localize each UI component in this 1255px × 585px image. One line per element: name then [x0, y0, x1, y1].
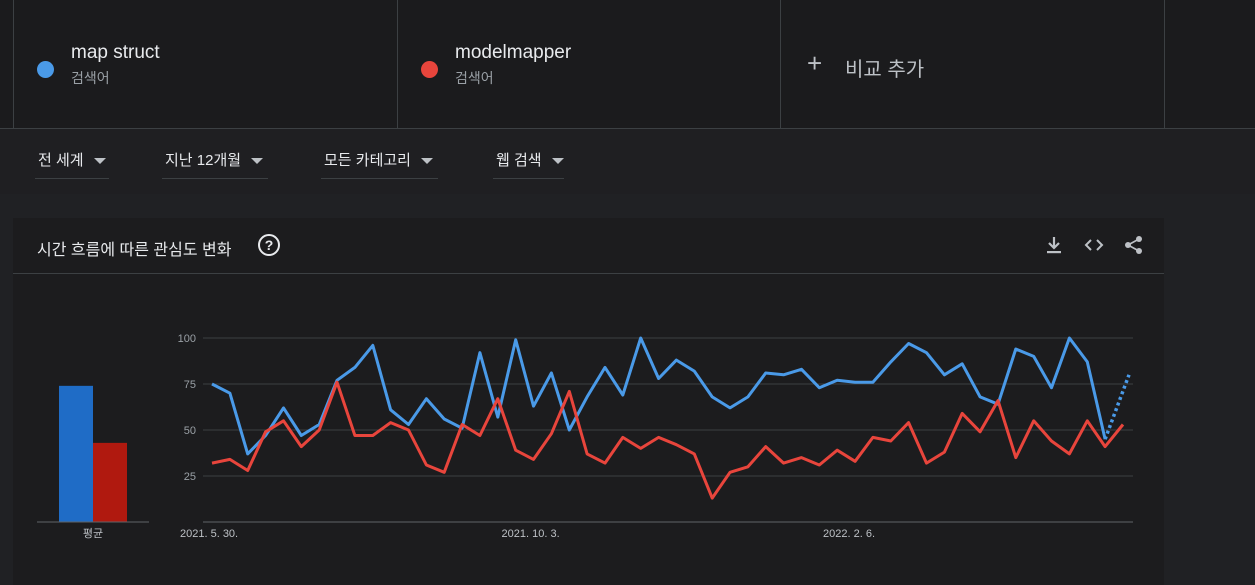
x-tick-label: 2022. 2. 6. — [823, 528, 875, 540]
search-term-type: 검색어 — [455, 70, 494, 86]
card-title: 시간 흐름에 따른 관심도 변화 — [37, 242, 232, 259]
search-term-card-2[interactable]: modelmapper 검색어 — [397, 0, 780, 128]
search-term-card-1[interactable]: map struct 검색어 — [13, 0, 397, 128]
series-line — [211, 336, 1107, 456]
series-color-dot — [421, 61, 438, 78]
search-type-dropdown[interactable]: 웹 검색 — [493, 149, 564, 179]
filter-bar: 전 세계 지난 12개월 모든 카테고리 웹 검색 — [0, 129, 1255, 194]
download-icon[interactable] — [1043, 234, 1065, 256]
search-type-dropdown-label: 웹 검색 — [496, 152, 542, 169]
empty-term-slot — [1164, 0, 1255, 128]
share-icon[interactable] — [1123, 234, 1145, 256]
chart-series — [211, 336, 1131, 500]
help-circle-icon[interactable]: ? — [258, 234, 280, 256]
y-tick-label: 50 — [184, 425, 196, 437]
search-terms-bar: map struct 검색어 modelmapper 검색어 + 비교 추가 — [0, 0, 1255, 129]
average-bar — [59, 385, 93, 522]
time-range-dropdown[interactable]: 지난 12개월 — [162, 149, 268, 179]
time-range-dropdown-label: 지난 12개월 — [165, 152, 242, 169]
average-label: 평균 — [83, 527, 103, 540]
chevron-down-icon — [251, 158, 264, 165]
search-term-type: 검색어 — [71, 70, 110, 86]
x-tick-label: 2021. 5. 30. — [180, 528, 238, 540]
average-bar — [93, 442, 127, 522]
y-tick-label: 100 — [178, 333, 196, 345]
add-compare-label: 비교 추가 — [845, 59, 925, 81]
add-compare-button[interactable]: + 비교 추가 — [780, 0, 1164, 128]
y-tick-label: 25 — [184, 471, 196, 483]
chevron-down-icon — [551, 158, 564, 165]
x-tick-label: 2021. 10. 3. — [502, 528, 560, 540]
series-line — [211, 380, 1125, 500]
category-dropdown[interactable]: 모든 카테고리 — [321, 149, 438, 179]
region-dropdown[interactable]: 전 세계 — [35, 149, 109, 179]
series-color-dot — [37, 61, 54, 78]
card-header: 시간 흐름에 따른 관심도 변화 ? — [13, 218, 1164, 274]
chevron-down-icon — [420, 158, 433, 165]
chart-gridlines — [203, 337, 1133, 523]
plus-icon: + — [807, 48, 823, 78]
region-dropdown-label: 전 세계 — [38, 152, 84, 169]
chevron-down-icon — [93, 158, 106, 165]
x-axis-ticks: 2021. 5. 30. 2021. 10. 3. 2022. 2. 6. — [180, 528, 875, 540]
y-axis-ticks: 25 50 75 100 — [178, 333, 196, 483]
y-tick-label: 75 — [184, 379, 196, 391]
search-term-name: modelmapper — [455, 42, 572, 63]
embed-code-icon[interactable] — [1083, 234, 1105, 256]
category-dropdown-label: 모든 카테고리 — [324, 152, 411, 169]
average-bar-chart: 평균 — [37, 385, 149, 540]
search-term-name: map struct — [71, 42, 160, 63]
interest-over-time-card: 시간 흐름에 따른 관심도 변화 ? 평균 25 50 75 100 2021. 5.… — [13, 218, 1164, 585]
